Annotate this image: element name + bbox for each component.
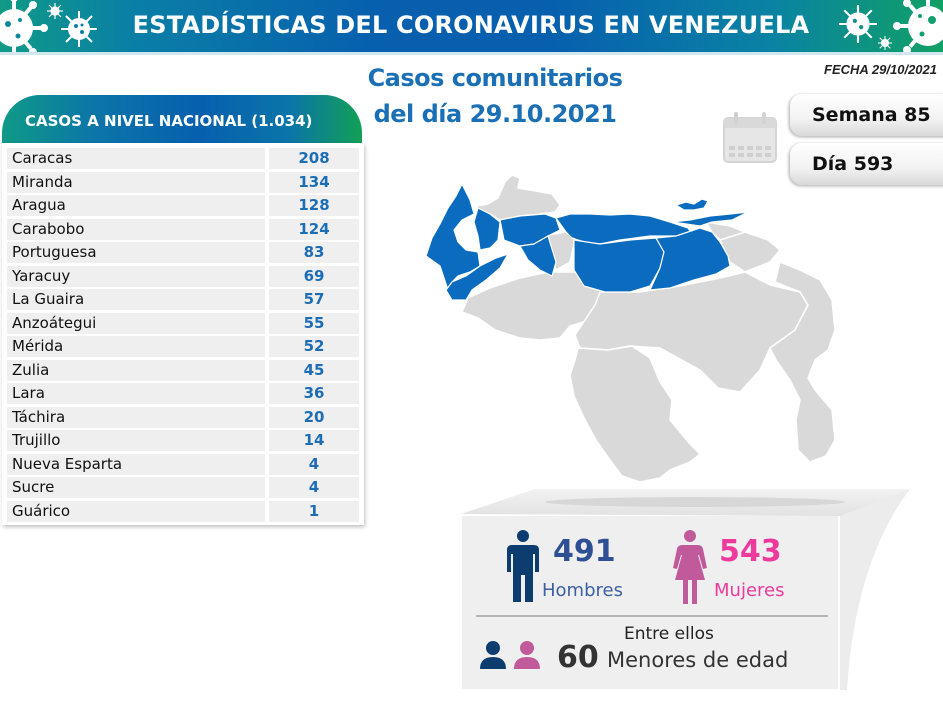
state-name: Táchira — [7, 406, 265, 428]
banner-title: ESTADÍSTICAS DEL CORONAVIRUS EN VENEZUEL… — [132, 11, 810, 39]
table-row: Carabobo 124 — [7, 218, 359, 240]
state-name: Portuguesa — [7, 242, 265, 263]
virus-icon — [0, 0, 48, 52]
calendar-icon — [723, 112, 777, 163]
state-name: Lara — [7, 383, 265, 404]
table-row: Trujillo 14 — [7, 430, 359, 451]
map-region-monagas — [705, 221, 746, 241]
table-row: Lara 36 — [7, 383, 359, 404]
stats-card-backdrop — [461, 489, 910, 690]
page-title-line2: del día 29.10.2021 — [373, 100, 617, 128]
page-title: Casos comunitarios del día 29.10.2021 — [355, 60, 635, 132]
map-region-amazonas — [569, 345, 701, 483]
men-label: Hombres — [542, 580, 623, 601]
women-label: Mujeres — [714, 580, 785, 601]
state-name: Carabobo — [7, 218, 265, 240]
state-cases: 69 — [269, 265, 359, 287]
state-cases: 128 — [269, 195, 359, 216]
stats-card: 491 Hombres 543 Mujeres Entre ellos 60 M… — [462, 516, 838, 689]
day-badge: Día 593 — [790, 143, 943, 185]
banner-divider — [0, 52, 943, 55]
state-cases: 14 — [269, 430, 359, 451]
between-label: Entre ellos — [624, 624, 714, 644]
table-row: Portuguesa 83 — [7, 242, 359, 263]
map-region-falcon-west — [473, 207, 501, 251]
state-name: Miranda — [7, 171, 265, 193]
national-cases-header: CASOS A NIVEL NACIONAL (1.034) — [2, 95, 362, 143]
venezuela-map — [425, 174, 836, 483]
state-name: Guárico — [7, 500, 265, 522]
map-region-delta — [719, 231, 781, 273]
map-region-esequiba — [769, 261, 836, 463]
stats-divider — [476, 615, 828, 617]
woman-icon — [673, 530, 707, 604]
table-row: Anzoátegui 55 — [7, 312, 359, 334]
virus-icon — [47, 3, 63, 19]
virus-icon — [61, 11, 97, 47]
map-region-guarico — [573, 237, 665, 293]
women-count: 543 — [719, 534, 782, 569]
state-name: Nueva Esparta — [7, 453, 265, 475]
virus-icon — [893, 0, 943, 52]
map-region-bolivar — [574, 271, 809, 393]
state-cases: 52 — [269, 336, 359, 357]
state-cases: 124 — [269, 218, 359, 240]
map-region-nueva-esparta — [675, 198, 709, 211]
minors-count: 60 — [557, 640, 599, 675]
state-cases: 1 — [269, 500, 359, 522]
map-region-portuguesa — [519, 235, 557, 277]
table-row: Guárico 1 — [7, 500, 359, 522]
state-cases: 57 — [269, 289, 359, 310]
table-row: Yaracuy 69 — [7, 265, 359, 287]
map-region-anzoategui — [649, 227, 731, 291]
page-title-line1: Casos comunitarios — [367, 64, 623, 92]
state-name: Trujillo — [7, 430, 265, 451]
minors-label: Menores de edad — [607, 648, 789, 672]
state-cases: 45 — [269, 359, 359, 381]
state-name: Zulia — [7, 359, 265, 381]
state-name: La Guaira — [7, 289, 265, 310]
state-name: Aragua — [7, 195, 265, 216]
state-cases: 20 — [269, 406, 359, 428]
state-name: Sucre — [7, 477, 265, 498]
week-badge: Semana 85 — [790, 94, 943, 136]
table-row: Caracas 208 — [7, 148, 359, 169]
national-cases-table: Caracas 208 Miranda 134 Aragua 128 Carabobo 124… — [2, 143, 364, 525]
state-name: Mérida — [7, 336, 265, 357]
state-cases: 208 — [269, 148, 359, 169]
man-icon — [507, 530, 539, 602]
table-row: Sucre 4 — [7, 477, 359, 498]
virus-icon — [839, 5, 877, 43]
state-cases: 83 — [269, 242, 359, 263]
table-row: Táchira 20 — [7, 406, 359, 428]
state-name: Yaracuy — [7, 265, 265, 287]
state-cases: 134 — [269, 171, 359, 193]
virus-icon — [878, 36, 892, 50]
state-cases: 4 — [269, 453, 359, 475]
map-region-sucre — [671, 211, 749, 227]
state-cases: 4 — [269, 477, 359, 498]
state-cases: 36 — [269, 383, 359, 404]
state-name: Anzoátegui — [7, 312, 265, 334]
header-banner: ESTADÍSTICAS DEL CORONAVIRUS EN VENEZUEL… — [0, 0, 943, 52]
table-row: Aragua 128 — [7, 195, 359, 216]
men-count: 491 — [553, 534, 616, 569]
report-date: FECHA 29/10/2021 — [824, 62, 937, 77]
state-cases: 55 — [269, 312, 359, 334]
table-row: La Guaira 57 — [7, 289, 359, 310]
state-name: Caracas — [7, 148, 265, 169]
table-row: Zulia 45 — [7, 359, 359, 381]
table-row: Miranda 134 — [7, 171, 359, 193]
table-row: Nueva Esparta 4 — [7, 453, 359, 475]
map-region-andes — [445, 253, 509, 301]
table-row: Mérida 52 — [7, 336, 359, 357]
map-region-lara — [499, 213, 561, 247]
minors-icon — [480, 641, 540, 669]
